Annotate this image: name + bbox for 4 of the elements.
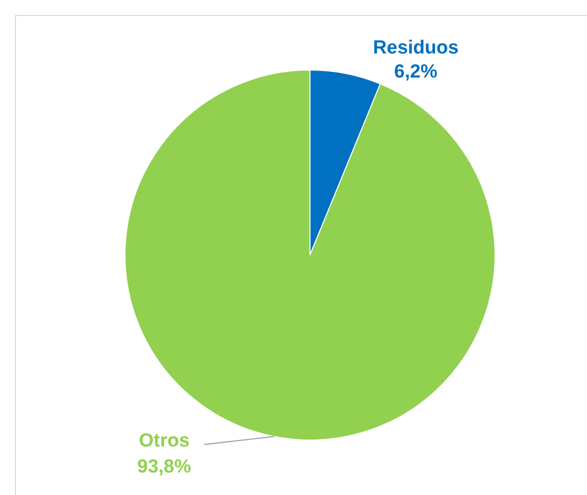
slice-label: Otros (138, 430, 190, 452)
slice-label: Residuos (373, 38, 459, 58)
data-label: 6,2% (394, 62, 438, 82)
data-label: 93,8% (137, 456, 192, 478)
